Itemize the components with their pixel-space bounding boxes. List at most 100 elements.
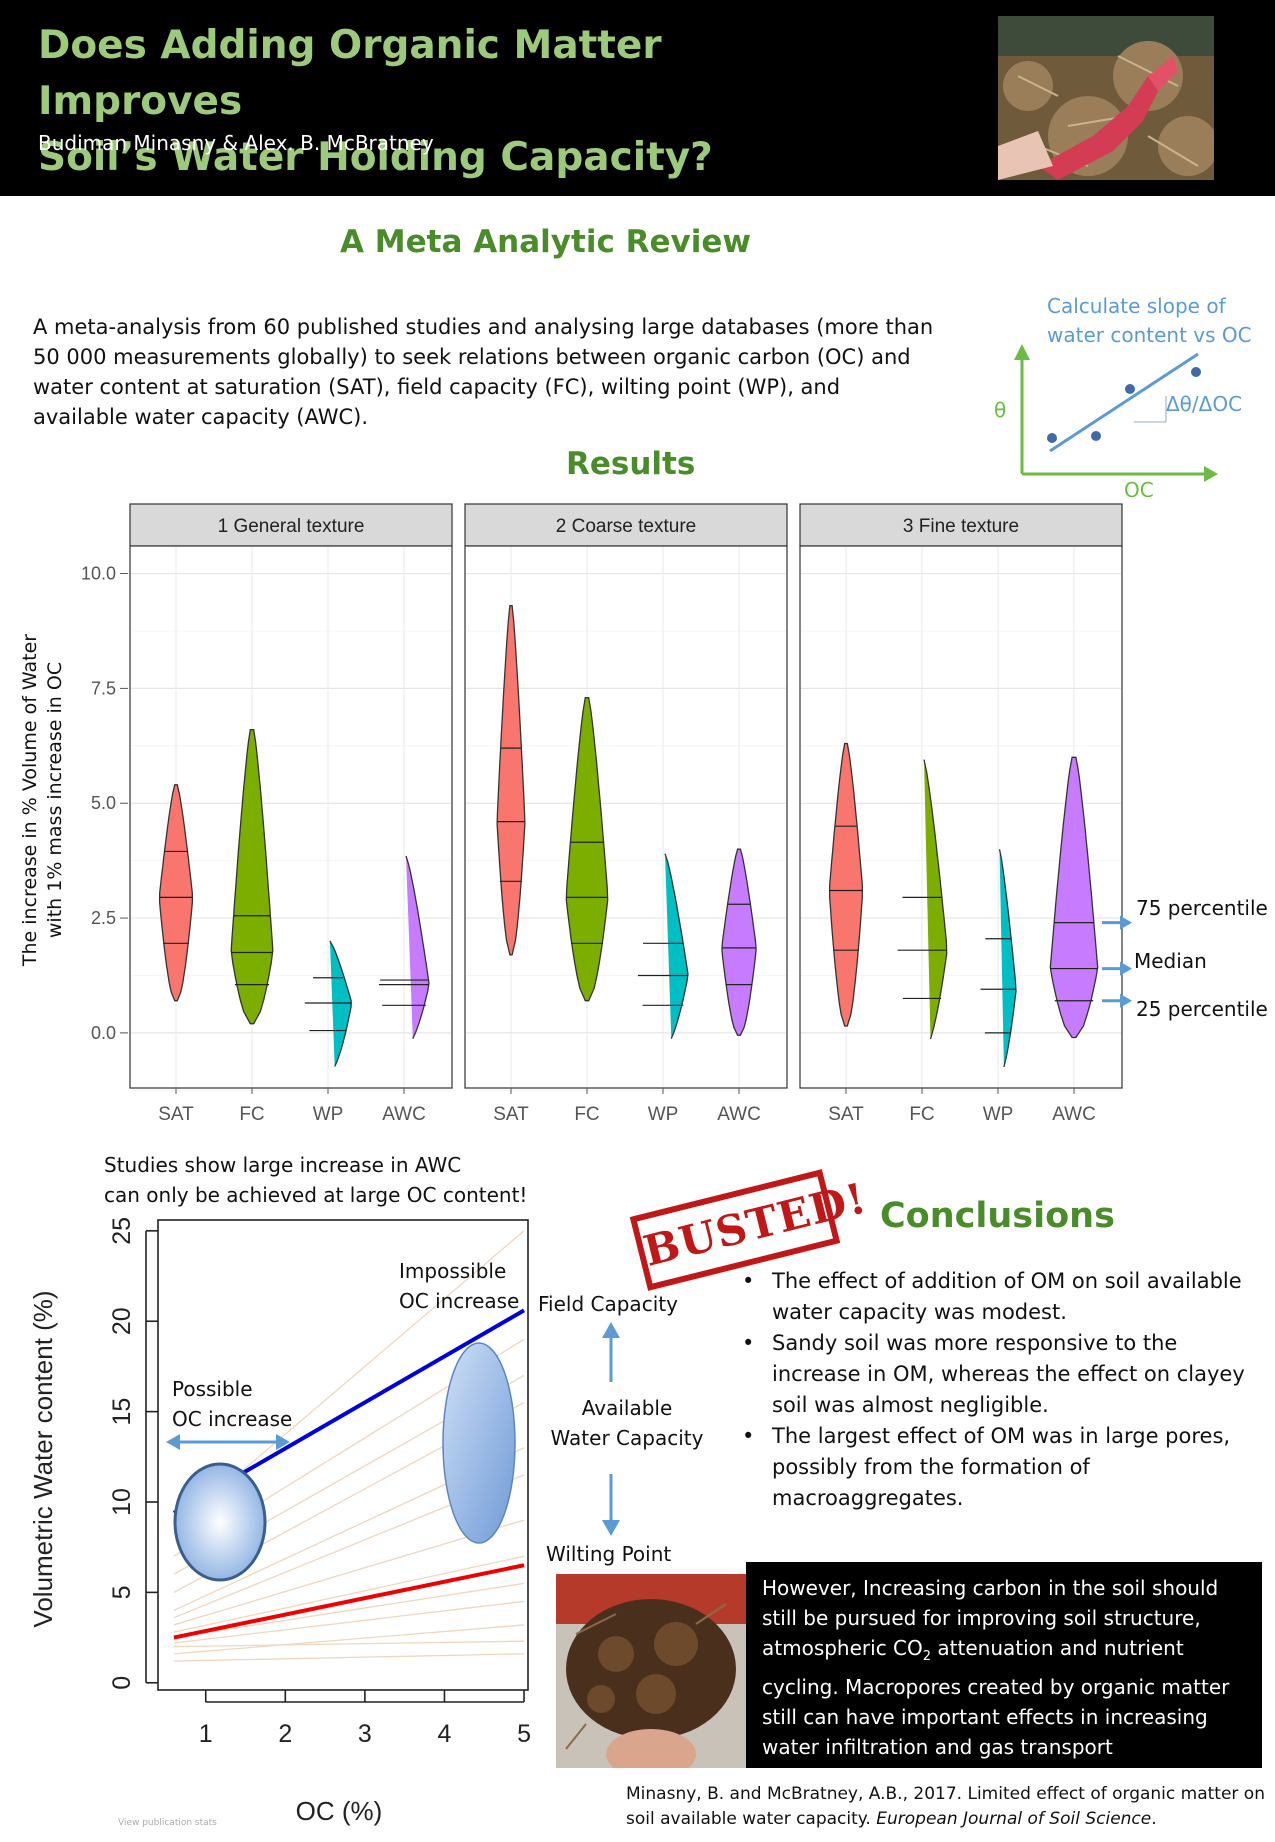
title-line-2: Soil’s Water Holding Capacity?: [38, 135, 713, 180]
y-tick-label: 7.5: [91, 678, 116, 698]
violin-sat: [158, 784, 194, 1002]
study-line: [173, 1555, 525, 1633]
violin-sat: [496, 605, 526, 956]
slope-caption-line-2: water content vs OC: [1047, 323, 1252, 347]
y-tick-label: 10.0: [81, 564, 116, 584]
studies-note-line-1: Studies show large increase in AWC: [104, 1153, 462, 1177]
y-tick-label: 2.5: [91, 908, 116, 928]
soil-clump-photo: [556, 1574, 746, 1768]
x-tick-label: WP: [313, 1104, 344, 1125]
study-line: [173, 1653, 525, 1662]
slope-label: Δθ/ΔOC: [1166, 392, 1243, 416]
violin-fc: [230, 729, 274, 1025]
conclusions-list: • The effect of addition of OM on soil av…: [738, 1266, 1268, 1514]
arrow-25-head: [1120, 993, 1132, 1008]
x-tick-label: AWC: [717, 1104, 761, 1125]
title-line-1: Does Adding Organic Matter Improves: [38, 23, 662, 124]
annotation-median: Median: [1134, 949, 1207, 973]
available-line-1: Available: [581, 1396, 673, 1420]
y-tick-label: 25: [108, 1217, 136, 1245]
x-tick-label: 4: [437, 1720, 451, 1748]
facet-strip: [129, 503, 453, 547]
x-tick-label: FC: [574, 1104, 599, 1125]
studies-note: Studies show large increase in AWC can o…: [104, 1150, 584, 1210]
arrow-median-head: [1120, 961, 1132, 976]
y-tick-label: 15: [108, 1398, 136, 1426]
violin-awc: [405, 855, 430, 1039]
violin-wp: [329, 940, 352, 1067]
conclusion-item: • The largest effect of OM was in large p…: [742, 1424, 1231, 1510]
y-tick-label: 10: [108, 1488, 136, 1516]
violin-sat: [828, 742, 864, 1027]
facet-label: 1 General texture: [218, 516, 365, 537]
possible-label-2: OC increase: [172, 1407, 292, 1431]
awc-line-chart: 1 2 3 4 5 0 5 10 15 20 25 OC (%) Volumetric Water co…: [28, 1217, 531, 1826]
possible-label-1: Possible: [172, 1377, 253, 1401]
conclusion-item: • Sandy soil was more responsive to the i…: [742, 1331, 1245, 1417]
x-tick-label: 1: [199, 1720, 213, 1748]
annotation-75-percentile: 75 percentile: [1136, 896, 1268, 920]
gloved-hands-mulch-photo: [998, 16, 1214, 180]
impossible-label-1: Impossible: [399, 1259, 506, 1283]
violin-fc: [565, 696, 609, 1002]
citation: Minasny, B. and McBratney, A.B., 2017. L…: [626, 1784, 1265, 1829]
annotation-25-percentile: 25 percentile: [1136, 997, 1268, 1021]
wilting-point-line: [173, 1563, 525, 1640]
x-tick-label: 5: [517, 1720, 531, 1748]
view-publication-stats-link[interactable]: View publication stats: [118, 1818, 217, 1828]
authors: Budiman Minasny & Alex. B. McBratney: [38, 131, 434, 155]
study-line: [173, 1519, 525, 1626]
x-tick-label: 3: [358, 1720, 372, 1748]
x-tick-label: SAT: [493, 1104, 529, 1125]
arrow-head-right: [276, 1434, 290, 1450]
facet-strip: [799, 503, 1123, 547]
carbon-benefits-box: However, Increasing carbon in the soil s…: [746, 1562, 1262, 1768]
violin-awc: [721, 848, 757, 1036]
x-tick-label: FC: [909, 1104, 934, 1125]
y-axis-label: Volumetric Water content (%): [28, 1290, 58, 1627]
possible-oc-ellipse: [173, 1462, 267, 1582]
facet-label: 3 Fine texture: [903, 516, 1019, 537]
wilting-point-label: Wilting Point: [546, 1542, 672, 1566]
intro-paragraph: A meta-analysis from 60 published studie…: [33, 315, 934, 429]
x-tick-label: AWC: [382, 1104, 426, 1125]
impossible-oc-ellipse: [442, 1342, 516, 1544]
slope-caption-line-1: Calculate slope of: [1047, 294, 1226, 318]
studies-note-line-2: can only be achieved at large OC content…: [104, 1183, 528, 1207]
conclusion-item: • The effect of addition of OM on soil av…: [742, 1269, 1242, 1324]
violin-awc: [1049, 756, 1099, 1039]
x-tick-label: AWC: [1052, 1104, 1096, 1125]
violin-wp: [998, 849, 1017, 1068]
violin-fc: [923, 759, 948, 1040]
study-line: [173, 1640, 525, 1648]
impossible-label-2: OC increase: [399, 1289, 519, 1313]
section-title-meta-review: A Meta Analytic Review: [340, 224, 752, 260]
x-tick-label: WP: [648, 1104, 679, 1125]
x-tick-label: SAT: [158, 1104, 194, 1125]
x-tick-label: SAT: [828, 1104, 864, 1125]
y-tick-label: 0: [108, 1676, 136, 1690]
x-tick-label: FC: [239, 1104, 264, 1125]
section-title-results: Results: [566, 446, 696, 482]
study-line: [173, 1582, 525, 1639]
poster-title: Does Adding Organic Matter Improves Soil…: [38, 18, 838, 186]
x-axis-label: OC (%): [296, 1796, 383, 1826]
y-tick-label: 20: [108, 1307, 136, 1335]
available-line-2: Water Capacity: [550, 1426, 704, 1450]
slope-diagram: Calculate slope of water content vs OC Δ…: [994, 288, 1270, 502]
violin-wp: [664, 853, 689, 1039]
oc-axis-label: OC: [1124, 478, 1154, 502]
facet-strip: [464, 503, 788, 547]
violin-chart: 10.0 7.5 5.0 2.5 0.0 1 General texture SAT FC WP…: [81, 503, 1132, 1125]
arrow-75-head: [1120, 915, 1132, 930]
y-tick-label: 0.0: [91, 1023, 116, 1043]
section-title-conclusions: Conclusions: [880, 1196, 1115, 1236]
facet-label: 2 Coarse texture: [556, 516, 696, 537]
study-line: [173, 1600, 525, 1644]
x-tick-label: WP: [983, 1104, 1014, 1125]
arrow-head-left: [166, 1434, 180, 1450]
y-tick-label: 5: [108, 1585, 136, 1599]
study-line: [173, 1624, 525, 1655]
available-water-capacity-label: Available Water Capacity: [547, 1393, 707, 1453]
x-tick-label: 2: [278, 1720, 292, 1748]
